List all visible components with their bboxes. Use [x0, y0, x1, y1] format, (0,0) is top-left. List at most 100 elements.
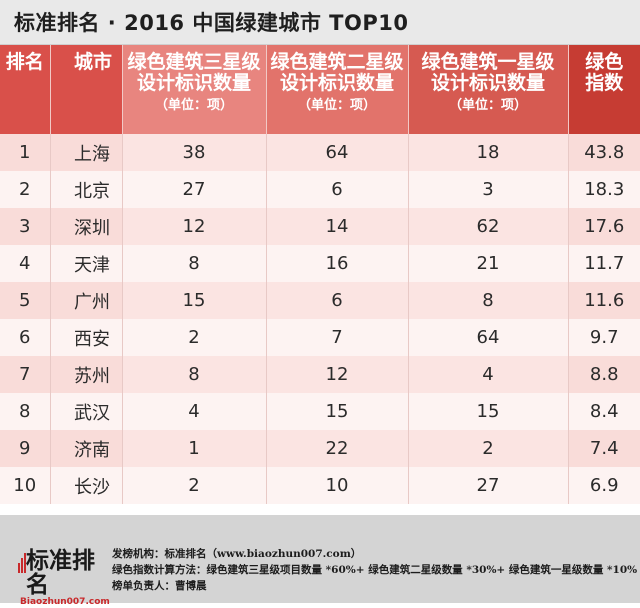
cell-two-star: 64 — [266, 134, 408, 171]
cell-two-star: 15 — [266, 393, 408, 430]
cell-rank: 1 — [0, 134, 50, 171]
header-green-index-line2: 指数 — [569, 73, 640, 94]
header-two-star-unit: （单位：项） — [267, 95, 408, 116]
cell-three-star: 8 — [122, 356, 266, 393]
cell-green-index: 11.6 — [568, 282, 640, 319]
cell-city: 长沙 — [50, 467, 122, 504]
table-row: 4 天津 8 16 21 11.7 — [0, 245, 640, 282]
header-green-index: 绿色 指数 — [568, 45, 640, 134]
cell-two-star: 6 — [266, 171, 408, 208]
table-row: 8 武汉 4 15 15 8.4 — [0, 393, 640, 430]
cell-rank: 10 — [0, 467, 50, 504]
header-one-star-line2: 设计标识数量 — [409, 73, 568, 94]
cell-green-index: 9.7 — [568, 319, 640, 356]
header-one-star-line1: 绿色建筑一星级 — [409, 52, 568, 73]
header-one-star-unit: （单位：项） — [409, 95, 568, 116]
table-row: 2 北京 27 6 3 18.3 — [0, 171, 640, 208]
header-three-star-unit: （单位：项） — [123, 95, 266, 116]
cell-city: 深圳 — [50, 208, 122, 245]
cell-two-star: 10 — [266, 467, 408, 504]
cell-two-star: 16 — [266, 245, 408, 282]
cell-green-index: 7.4 — [568, 430, 640, 467]
cell-two-star: 12 — [266, 356, 408, 393]
footer-publisher: 发榜机构：标准排名（www.biaozhun007.com） — [112, 546, 637, 562]
header-green-index-line1: 绿色 — [569, 52, 640, 73]
cell-three-star: 27 — [122, 171, 266, 208]
header-city: 城市 — [50, 45, 122, 134]
page-title: 标准排名 · 2016 中国绿建城市 TOP10 — [14, 7, 408, 37]
cell-rank: 5 — [0, 282, 50, 319]
cell-city: 武汉 — [50, 393, 122, 430]
cell-green-index: 18.3 — [568, 171, 640, 208]
cell-rank: 8 — [0, 393, 50, 430]
cell-two-star: 6 — [266, 282, 408, 319]
cell-city: 上海 — [50, 134, 122, 171]
footer-owner: 榜单负责人：曹博晨 — [112, 578, 637, 594]
cell-two-star: 22 — [266, 430, 408, 467]
footer-formula: 绿色指数计算方法：绿色建筑三星级项目数量 *60%+ 绿色建筑二星级数量 *30… — [112, 562, 637, 578]
cell-city: 北京 — [50, 171, 122, 208]
cell-city: 苏州 — [50, 356, 122, 393]
table-row: 6 西安 2 7 64 9.7 — [0, 319, 640, 356]
cell-one-star: 2 — [408, 430, 568, 467]
cell-city: 西安 — [50, 319, 122, 356]
cell-two-star: 14 — [266, 208, 408, 245]
cell-three-star: 8 — [122, 245, 266, 282]
table-header-row: 排名 城市 绿色建筑三星级 设计标识数量 （单位：项） 绿色建筑二星级 设计标识… — [0, 45, 640, 134]
table-row: 10 长沙 2 10 27 6.9 — [0, 467, 640, 504]
cell-one-star: 15 — [408, 393, 568, 430]
cell-city: 广州 — [50, 282, 122, 319]
cell-two-star: 7 — [266, 319, 408, 356]
header-three-star: 绿色建筑三星级 设计标识数量 （单位：项） — [122, 45, 266, 134]
cell-three-star: 4 — [122, 393, 266, 430]
header-two-star-line2: 设计标识数量 — [267, 73, 408, 94]
header-rank: 排名 — [0, 45, 50, 134]
cell-one-star: 27 — [408, 467, 568, 504]
cell-rank: 7 — [0, 356, 50, 393]
logo-main-text: 标准排名 — [20, 549, 112, 597]
cell-three-star: 15 — [122, 282, 266, 319]
cell-three-star: 2 — [122, 467, 266, 504]
cell-one-star: 62 — [408, 208, 568, 245]
table-row: 5 广州 15 6 8 11.6 — [0, 282, 640, 319]
cell-one-star: 21 — [408, 245, 568, 282]
cell-city: 天津 — [50, 245, 122, 282]
cell-one-star: 3 — [408, 171, 568, 208]
footer-notes: 发榜机构：标准排名（www.biaozhun007.com） 绿色指数计算方法：… — [112, 546, 637, 594]
table-row: 1 上海 38 64 18 43.8 — [0, 134, 640, 171]
cell-green-index: 6.9 — [568, 467, 640, 504]
header-two-star: 绿色建筑二星级 设计标识数量 （单位：项） — [266, 45, 408, 134]
table-row: 7 苏州 8 12 4 8.8 — [0, 356, 640, 393]
cell-one-star: 18 — [408, 134, 568, 171]
header-city-label: 城市 — [74, 51, 112, 73]
cell-rank: 2 — [0, 171, 50, 208]
cell-green-index: 11.7 — [568, 245, 640, 282]
header-three-star-line1: 绿色建筑三星级 — [123, 52, 266, 73]
cell-rank: 6 — [0, 319, 50, 356]
header-two-star-line1: 绿色建筑二星级 — [267, 52, 408, 73]
header-one-star: 绿色建筑一星级 设计标识数量 （单位：项） — [408, 45, 568, 134]
cell-three-star: 38 — [122, 134, 266, 171]
cell-green-index: 43.8 — [568, 134, 640, 171]
table-row: 3 深圳 12 14 62 17.6 — [0, 208, 640, 245]
brand-logo: 标准排名 Biaozhun007.com — [20, 549, 112, 593]
cell-three-star: 1 — [122, 430, 266, 467]
cell-green-index: 8.4 — [568, 393, 640, 430]
header-rank-label: 排名 — [6, 51, 44, 73]
cell-green-index: 17.6 — [568, 208, 640, 245]
ranking-table: 排名 城市 绿色建筑三星级 设计标识数量 （单位：项） 绿色建筑二星级 设计标识… — [0, 45, 640, 504]
cell-one-star: 8 — [408, 282, 568, 319]
title-bar: 标准排名 · 2016 中国绿建城市 TOP10 — [0, 0, 640, 45]
cell-rank: 3 — [0, 208, 50, 245]
table-row: 9 济南 1 22 2 7.4 — [0, 430, 640, 467]
cell-green-index: 8.8 — [568, 356, 640, 393]
footer: 标准排名 Biaozhun007.com 发榜机构：标准排名（www.biaoz… — [0, 515, 640, 603]
cell-rank: 9 — [0, 430, 50, 467]
cell-rank: 4 — [0, 245, 50, 282]
cell-one-star: 4 — [408, 356, 568, 393]
cell-three-star: 2 — [122, 319, 266, 356]
cell-three-star: 12 — [122, 208, 266, 245]
cell-city: 济南 — [50, 430, 122, 467]
cell-one-star: 64 — [408, 319, 568, 356]
